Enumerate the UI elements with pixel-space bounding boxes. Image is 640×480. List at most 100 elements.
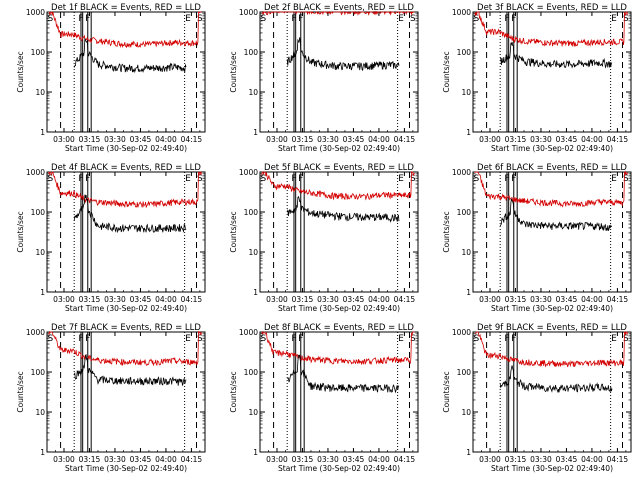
x-tick-label: 04:00 [581, 455, 603, 464]
marker-f: F [298, 14, 303, 24]
lld-trace [48, 330, 202, 367]
marker-f: F [291, 14, 296, 24]
marker-e: E [185, 14, 191, 24]
x-tick-label: 03:30 [317, 455, 339, 464]
x-tick-label: 03:15 [79, 135, 101, 144]
marker-f: F [291, 174, 296, 184]
y-tick-label: 1000 [452, 8, 471, 17]
x-axis-label: Start Time (30-Sep-02 02:49:40) [491, 144, 613, 153]
x-tick-label: 03:00 [479, 455, 501, 464]
panel-title: Det 8f BLACK = Events, RED = LLD [264, 323, 414, 333]
x-tick-label: 03:00 [53, 135, 75, 144]
panel-det-5: Det 5f BLACK = Events, RED = LLD 1 10 100 10… [229, 163, 419, 313]
marker-f: F [291, 334, 296, 344]
x-tick-label: 03:15 [505, 135, 527, 144]
marker-s: S [48, 14, 54, 24]
marker-s: S [410, 334, 416, 344]
marker-e: E [398, 174, 404, 184]
panel-det-6: Det 6f BLACK = Events, RED = LLD 1 10 100 10… [442, 163, 632, 313]
panel-det-8: Det 8f BLACK = Events, RED = LLD 1 10 100 10… [229, 323, 419, 473]
marker-s: S [474, 14, 480, 24]
x-tick-label: 03:30 [104, 455, 126, 464]
events-trace [499, 365, 613, 394]
x-tick-label: 03:45 [343, 455, 365, 464]
lld-trace [474, 331, 628, 368]
y-tick-label: 1000 [452, 168, 471, 177]
marker-f: F [85, 174, 90, 184]
y-tick-label: 1000 [452, 328, 471, 337]
x-tick-label: 04:15 [181, 135, 203, 144]
y-tick-label: 10 [248, 408, 258, 417]
x-tick-label: 03:00 [479, 295, 501, 304]
x-axis-label: Start Time (30-Sep-02 02:49:40) [65, 144, 187, 153]
plot-frame [46, 11, 206, 133]
panel-det-7: Det 7f BLACK = Events, RED = LLD 1 10 100 10… [16, 323, 206, 473]
lld-trace [474, 11, 628, 47]
x-tick-label: 03:15 [79, 455, 101, 464]
y-axis-label: Counts/sec [442, 51, 451, 92]
y-tick-label: 1 [466, 128, 471, 137]
marker-s: S [197, 14, 203, 24]
x-axis-label: Start Time (30-Sep-02 02:49:40) [65, 464, 187, 473]
marker-f: F [78, 14, 83, 24]
marker-f: F [511, 174, 516, 184]
marker-e: E [398, 14, 404, 24]
x-tick-label: 03:45 [556, 295, 578, 304]
y-tick-label: 100 [457, 368, 472, 377]
x-tick-label: 04:15 [394, 455, 416, 464]
plot-frame [472, 331, 632, 453]
y-tick-label: 100 [457, 208, 472, 217]
x-tick-label: 03:00 [266, 455, 288, 464]
x-tick-label: 03:45 [130, 295, 152, 304]
marker-f: F [85, 334, 90, 344]
y-tick-label: 10 [248, 88, 258, 97]
marker-f: F [298, 174, 303, 184]
x-tick-label: 03:15 [292, 295, 314, 304]
marker-e: E [611, 14, 617, 24]
x-tick-label: 03:00 [53, 455, 75, 464]
panel-title: Det 6f BLACK = Events, RED = LLD [477, 163, 627, 173]
y-tick-label: 10 [35, 408, 45, 417]
y-tick-label: 1000 [239, 8, 258, 17]
y-tick-label: 1 [253, 128, 258, 137]
marker-e: E [611, 334, 617, 344]
x-tick-label: 03:15 [79, 295, 101, 304]
panel-title: Det 9f BLACK = Events, RED = LLD [477, 323, 627, 333]
x-tick-label: 04:15 [394, 135, 416, 144]
lld-trace [48, 11, 202, 49]
x-tick-label: 03:15 [292, 135, 314, 144]
y-tick-label: 100 [31, 208, 46, 217]
y-tick-label: 10 [461, 88, 471, 97]
y-tick-label: 1 [466, 288, 471, 297]
panel-det-9: Det 9f BLACK = Events, RED = LLD 1 10 100 10… [442, 323, 632, 473]
events-trace [73, 194, 187, 234]
y-tick-label: 1 [253, 448, 258, 457]
panel-det-2: Det 2f BLACK = Events, RED = LLD 1 10 100 10… [229, 3, 419, 153]
x-tick-label: 03:00 [266, 295, 288, 304]
x-tick-label: 04:00 [581, 295, 603, 304]
x-tick-label: 04:15 [607, 295, 629, 304]
marker-s: S [261, 14, 267, 24]
x-tick-label: 03:45 [556, 455, 578, 464]
y-axis-label: Counts/sec [16, 211, 25, 252]
x-tick-label: 04:00 [368, 135, 390, 144]
events-trace [499, 198, 612, 231]
marker-e: E [185, 174, 191, 184]
x-tick-label: 04:15 [607, 455, 629, 464]
marker-e: E [398, 334, 404, 344]
y-tick-label: 100 [244, 368, 259, 377]
marker-f: F [78, 334, 83, 344]
marker-f: F [298, 334, 303, 344]
marker-s: S [48, 174, 54, 184]
y-axis-label: Counts/sec [16, 51, 25, 92]
x-tick-label: 04:00 [155, 295, 177, 304]
events-trace [286, 37, 400, 72]
y-tick-label: 1000 [26, 328, 45, 337]
panel-title: Det 4f BLACK = Events, RED = LLD [51, 163, 201, 173]
x-tick-label: 03:15 [505, 295, 527, 304]
x-tick-label: 04:00 [368, 455, 390, 464]
x-tick-label: 03:00 [479, 135, 501, 144]
x-tick-label: 04:00 [155, 455, 177, 464]
plot-frame [46, 331, 206, 453]
y-tick-label: 100 [31, 368, 46, 377]
